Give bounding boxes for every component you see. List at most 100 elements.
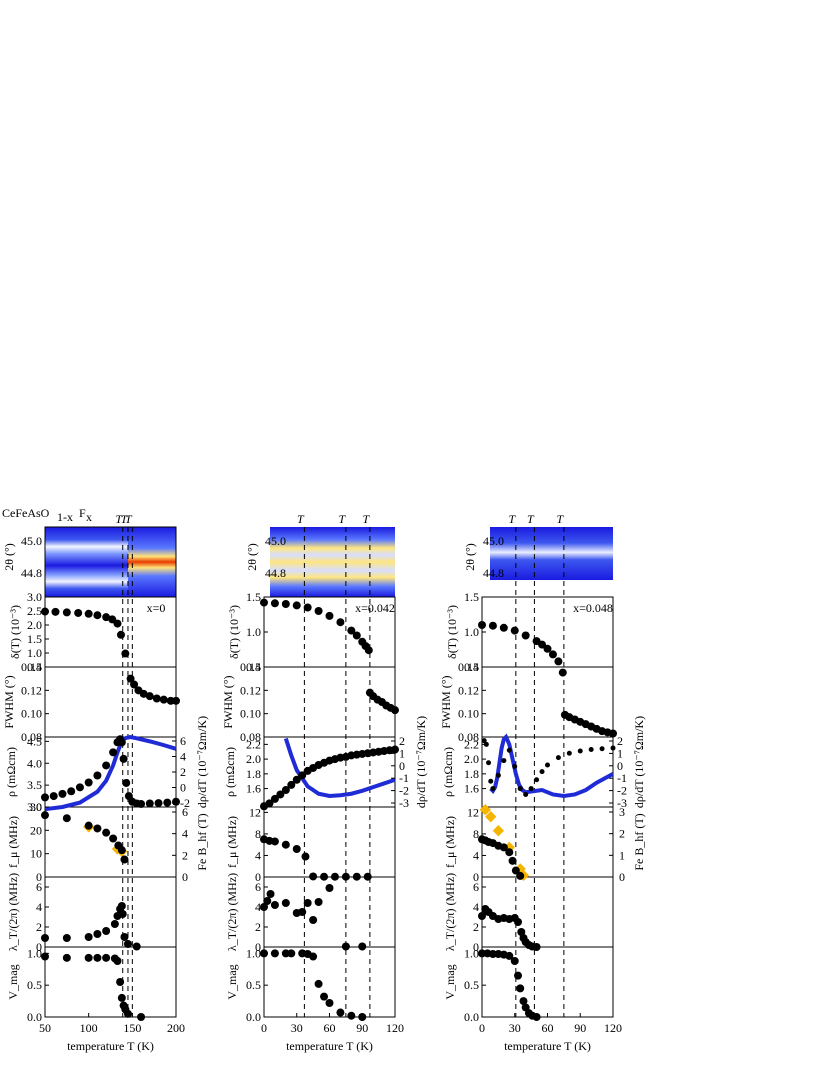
x-axis-label: temperature T (K): [504, 1039, 591, 1053]
drho-curve: [489, 733, 614, 798]
lambda-ylabel: λ_T/(2π) (MHz): [225, 873, 239, 951]
rho-point: [599, 746, 605, 752]
lambda-point: [120, 933, 129, 941]
lambda-point: [325, 884, 334, 892]
x-tick-label: 120: [386, 1021, 404, 1035]
lambda-point: [266, 890, 275, 898]
heatmap-gap: [264, 527, 270, 597]
rho-point: [488, 778, 494, 784]
fwhm-point: [145, 692, 154, 701]
fmu-tick-label: 0: [473, 870, 479, 884]
fmu-point: [292, 845, 301, 853]
vmag-tick-label: 1.0: [27, 946, 42, 960]
x-tick-label: 200: [167, 1021, 185, 1035]
delta-point: [352, 631, 361, 640]
fwhm-tick-label: 0.12: [240, 683, 261, 697]
rho-point: [119, 754, 128, 763]
fwhm-tick-label: 0.10: [240, 707, 261, 721]
fmu-tick-label: 4: [255, 848, 261, 862]
vmag-tick-label: 0.5: [27, 978, 42, 992]
fwhm-ylabel: FWHM (°): [439, 675, 453, 728]
x-tick-label: 0: [479, 1021, 485, 1035]
fmu-point: [320, 872, 329, 881]
fmu-point: [41, 811, 49, 820]
heatmap-tick-label: 44.8: [265, 566, 286, 580]
delta-point: [292, 601, 301, 610]
vmag-tick-label: 0.0: [27, 1010, 42, 1024]
rho-point: [555, 755, 561, 761]
fmu-tick-label: 12: [249, 805, 261, 819]
doping-label: x=0.048: [573, 601, 613, 615]
delta-point: [260, 598, 268, 607]
fwhm-tick-label: 0.08: [458, 730, 479, 744]
rho-tick-label: 1.8: [464, 767, 479, 781]
delta-ylabel: δ(T) (10⁻³): [445, 605, 459, 659]
delta-tick-label: 1.5: [246, 590, 261, 604]
fwhm-tick-label: 0.10: [458, 707, 479, 721]
rho-point: [298, 771, 307, 780]
rho-point: [137, 799, 146, 808]
rho-tick-label: 2.2: [246, 737, 261, 751]
drho-tick-label: 6: [180, 734, 186, 748]
drho-tick-label: 0: [399, 759, 405, 773]
lambda-point: [263, 897, 272, 905]
fwhm-point: [130, 680, 139, 689]
bhf-tick-label: 0: [619, 870, 625, 884]
heatmap-tick-label: 45.0: [265, 534, 286, 548]
rho-point: [577, 748, 583, 754]
bhf-tick-label: 0: [182, 870, 188, 884]
drho-tick-label: 0: [180, 781, 186, 795]
bhf-ylabel: Fe B_hf (T): [195, 813, 209, 870]
bhf-ylabel: Fe B_hf (T): [632, 813, 646, 870]
lambda-point: [532, 943, 541, 951]
fmu-point: [301, 852, 310, 861]
vmag-tick-label: 1.0: [246, 946, 261, 960]
transition-label: T: [339, 512, 347, 526]
drho-tick-label: 1: [617, 746, 623, 760]
fwhm-point: [172, 696, 180, 705]
rho-point: [67, 787, 76, 796]
heatmap-gap: [482, 527, 490, 580]
rho-point: [501, 758, 507, 764]
delta-point: [347, 626, 356, 635]
fmu-point: [505, 848, 514, 857]
lambda-point: [62, 934, 71, 942]
rho-point: [109, 748, 118, 757]
fmu-point: [363, 872, 372, 881]
delta-point: [51, 607, 60, 616]
lambda-point: [298, 908, 307, 916]
lambda-tick-label: 6: [473, 880, 479, 894]
lambda-tick-label: 2: [255, 920, 261, 934]
fmu-point: [511, 866, 520, 875]
delta-tick-label: 1.0: [464, 625, 479, 639]
rho-point: [122, 778, 131, 787]
bhf-tick-label: 3: [619, 805, 625, 819]
lambda-tick-label: 0: [255, 940, 261, 954]
fwhm-point: [609, 729, 617, 738]
lambda-tick-label: 6: [255, 880, 261, 894]
lambda-ylabel: λ_T/(2π) (MHz): [6, 873, 20, 951]
vmag-point: [113, 957, 122, 965]
fwhm-tick-label: 0.08: [21, 730, 42, 744]
vmag-point: [514, 971, 523, 980]
delta-tick-label: 1.5: [27, 632, 42, 646]
delta-point: [548, 650, 557, 659]
lambda-ylabel: λ_T/(2π) (MHz): [443, 873, 457, 951]
lambda-point: [281, 899, 290, 907]
lambda-point: [132, 942, 141, 951]
fwhm-tick-label: 0.14: [21, 660, 42, 674]
heatmap-tick-label: 44.8: [21, 566, 42, 580]
fwhm-tick-label: 0.08: [240, 730, 261, 744]
rho-tick-label: 2.0: [246, 752, 261, 766]
fmu-ylabel: f_μ (MHz): [6, 816, 20, 868]
delta-point: [478, 621, 486, 629]
rho-point: [287, 780, 296, 789]
delta-point: [543, 644, 552, 653]
vmag-point: [314, 979, 323, 988]
fmu-tick-label: 30: [30, 800, 42, 814]
vmag-point: [102, 953, 111, 962]
drho-tick-label: -1: [399, 771, 409, 785]
rho-point: [495, 772, 501, 778]
delta-tick-label: 0.5: [27, 660, 42, 674]
x-tick-label: 60: [324, 1021, 336, 1035]
